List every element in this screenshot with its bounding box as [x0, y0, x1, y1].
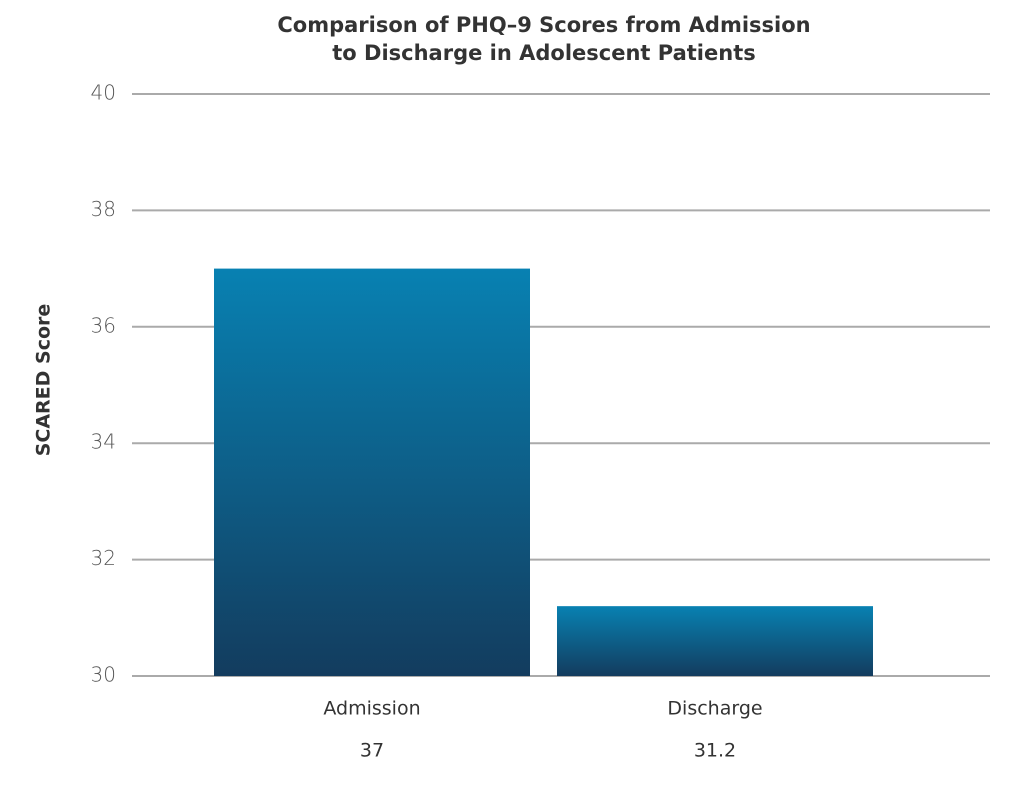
y-tick-label: 32: [91, 546, 116, 570]
x-tick-label: Discharge: [667, 698, 762, 720]
data-label: 31.2: [694, 740, 736, 762]
y-tick-label: 34: [91, 430, 116, 454]
data-label: 37: [360, 740, 384, 762]
y-tick-label: 40: [91, 81, 116, 105]
y-tick-label: 30: [91, 663, 116, 687]
chart-title: Comparison of PHQ–9 Scores from Admissio…: [277, 13, 810, 37]
x-tick-label: Admission: [323, 698, 420, 720]
y-tick-label: 38: [91, 197, 116, 221]
bar: [557, 606, 873, 676]
y-axis-label: SCARED Score: [33, 304, 55, 457]
y-tick-label: 36: [91, 313, 116, 337]
bar: [214, 268, 530, 676]
chart-title: to Discharge in Adolescent Patients: [332, 41, 756, 65]
